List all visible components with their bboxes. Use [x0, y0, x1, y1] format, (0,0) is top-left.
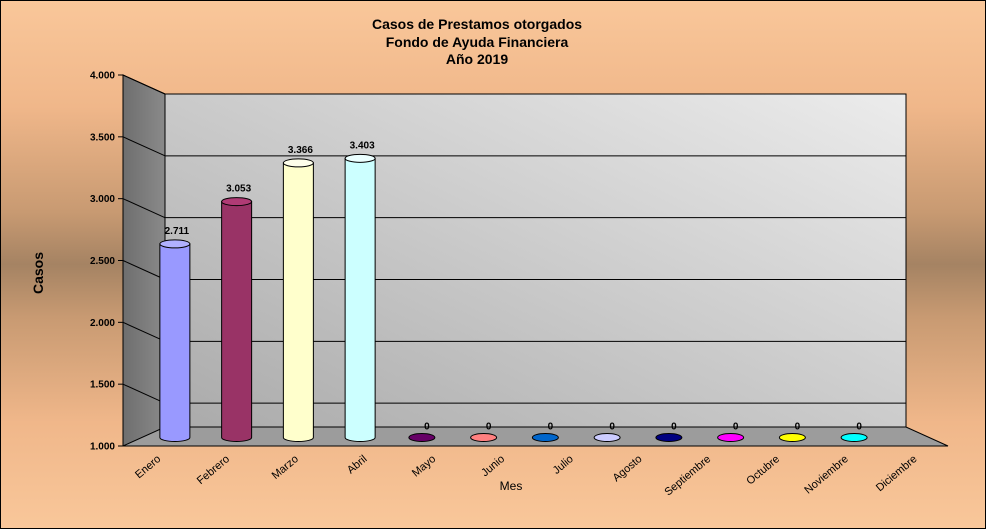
data-label: 0 — [671, 422, 677, 433]
y-axis-title: Casos — [30, 252, 46, 294]
bar-top — [717, 433, 745, 442]
chart-subtitle-line-2: Año 2019 — [446, 51, 508, 67]
y-tick-label: 3.500 — [90, 132, 115, 143]
back-wall — [164, 93, 907, 447]
x-tick-label: Febrero — [195, 453, 232, 487]
gridline-side — [122, 321, 166, 342]
x-tick-label: Abril — [345, 453, 370, 476]
x-tick-label: Agosto — [611, 453, 645, 484]
gridline-side — [122, 136, 166, 157]
data-label: 0 — [609, 422, 615, 433]
y-axis-ticks: 1.000 1.500 2.000 2.500 3.000 3.500 4.000 — [90, 71, 124, 453]
gridline-side — [122, 74, 166, 95]
data-label: 2.711 — [165, 226, 190, 237]
bar-top — [221, 197, 253, 207]
bar-body — [282, 162, 314, 442]
bar-top — [593, 433, 621, 442]
x-axis-title: Mes — [500, 479, 523, 493]
x-tick-label: Junio — [479, 453, 507, 479]
y-tick-label: 1.000 — [90, 442, 115, 453]
data-label: 0 — [795, 422, 801, 433]
x-tick-label: Octubre — [744, 453, 782, 487]
bar-top — [840, 433, 868, 442]
bar-top — [408, 433, 436, 442]
x-tick-label: Enero — [133, 453, 163, 481]
data-label: 3.053 — [226, 184, 251, 195]
gridline-side — [122, 260, 166, 280]
chart-subtitle-line-1: Fondo de Ayuda Financiera — [386, 34, 569, 50]
x-tick-label: Noviembre — [802, 453, 850, 496]
y-tick-label: 2.500 — [90, 256, 115, 267]
bar-body — [159, 243, 191, 442]
chart-title: Casos de Prestamos otorgados — [372, 16, 582, 32]
data-label: 0 — [548, 422, 554, 433]
bar-top — [470, 433, 498, 442]
bar-top — [531, 433, 559, 442]
x-tick-label: Mayo — [410, 453, 438, 479]
data-label: 0 — [424, 422, 430, 433]
bar-body — [221, 201, 253, 442]
data-label: 3.403 — [350, 140, 375, 151]
data-label: 0 — [733, 422, 739, 433]
bar-top — [282, 158, 314, 168]
bar-top — [159, 239, 191, 249]
x-tick-label: Julio — [551, 453, 576, 477]
gridline-side — [122, 198, 166, 219]
gridline-side — [122, 383, 166, 404]
bar-top — [655, 433, 683, 442]
bar-series: 2.711 3.053 3.366 3.403 0 0 0 0 0 0 0 0 — [159, 140, 868, 442]
x-tick-label: Septiembre — [662, 453, 713, 498]
bar-top — [344, 153, 376, 163]
bar-top — [778, 433, 806, 442]
x-tick-label: Diciembre — [874, 453, 920, 494]
y-tick-label: 1.500 — [90, 380, 115, 391]
y-tick-label: 3.000 — [90, 194, 115, 205]
y-tick-label: 2.000 — [90, 318, 115, 329]
x-axis-categories: Enero Febrero Marzo Abril Mayo Junio Julio Agos… — [133, 453, 919, 498]
y-tick-label: 4.000 — [90, 71, 115, 82]
side-wall — [122, 74, 166, 447]
x-tick-label: Marzo — [270, 453, 301, 482]
data-label: 0 — [486, 422, 492, 433]
bar-body — [344, 157, 376, 442]
data-label: 3.366 — [288, 145, 313, 156]
data-label: 0 — [856, 422, 862, 433]
